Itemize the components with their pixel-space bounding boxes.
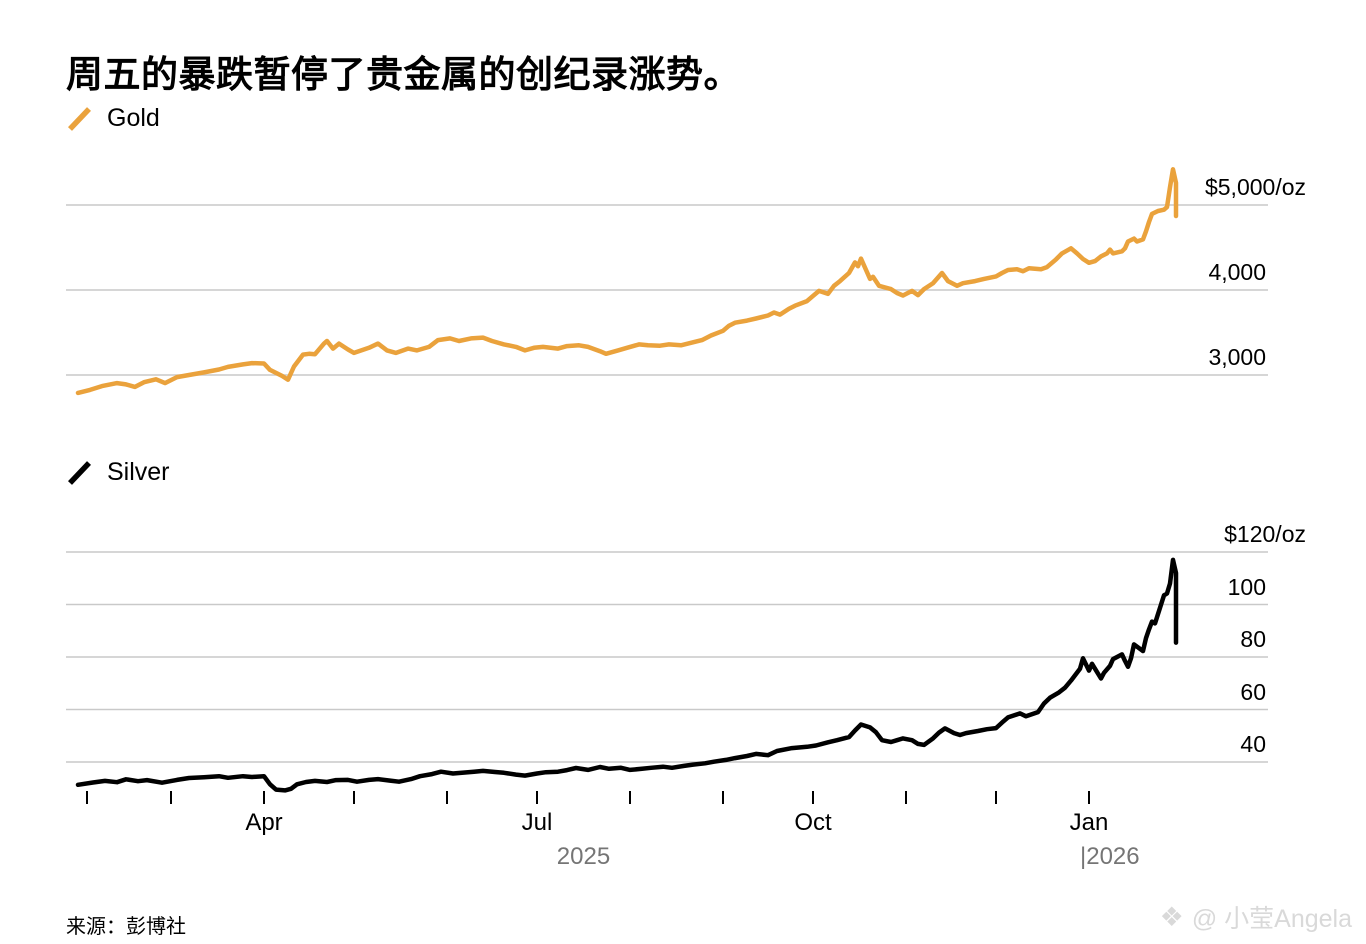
silver-axis-label: 40	[1240, 731, 1266, 757]
silver-axis-label: 100	[1227, 573, 1266, 600]
gold-axis-label: $5,000/oz	[1204, 174, 1306, 200]
silver-price-line	[75, 557, 1179, 793]
gold-axis-label: 4,000	[1208, 259, 1266, 285]
price-lines	[75, 167, 1179, 793]
x-axis-ticks	[86, 791, 1090, 804]
page-title: 周五的暴跌暂停了贵金属的创纪录涨势。	[66, 54, 741, 95]
year-label: |2026	[1080, 843, 1140, 870]
gold-legend: Gold	[66, 104, 160, 133]
gold-legend-label: Gold	[107, 104, 160, 132]
month-label-jan: Jan	[1069, 809, 1109, 836]
gridlines	[66, 204, 1268, 763]
silver-axis-label: $120/oz	[1224, 521, 1306, 547]
gold-line-icon	[68, 106, 91, 131]
silver-axis-label: 60	[1240, 678, 1266, 705]
silver-line-icon	[68, 460, 91, 485]
gold-axis-label: 3,000	[1208, 344, 1266, 370]
month-label-jul: Jul	[521, 809, 553, 836]
watermark: ❖ @ 小莹Angela	[1160, 899, 1352, 935]
silver-legend-label: Silver	[107, 458, 170, 486]
silver-axis-label: 80	[1240, 626, 1266, 652]
watermark-diamond-icon: ❖	[1159, 901, 1184, 932]
month-label-apr: Apr	[245, 809, 283, 836]
year-label: 2025	[556, 843, 611, 870]
silver-legend: Silver	[66, 458, 170, 487]
month-label-oct: Oct	[794, 809, 832, 836]
watermark-text: @ 小莹Angela	[1191, 905, 1352, 933]
gold-price-line	[75, 167, 1179, 396]
source-label: 来源：彭博社	[66, 916, 186, 938]
